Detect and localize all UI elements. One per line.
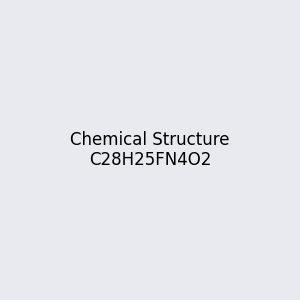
Text: Chemical Structure
C28H25FN4O2: Chemical Structure C28H25FN4O2 <box>70 130 230 170</box>
